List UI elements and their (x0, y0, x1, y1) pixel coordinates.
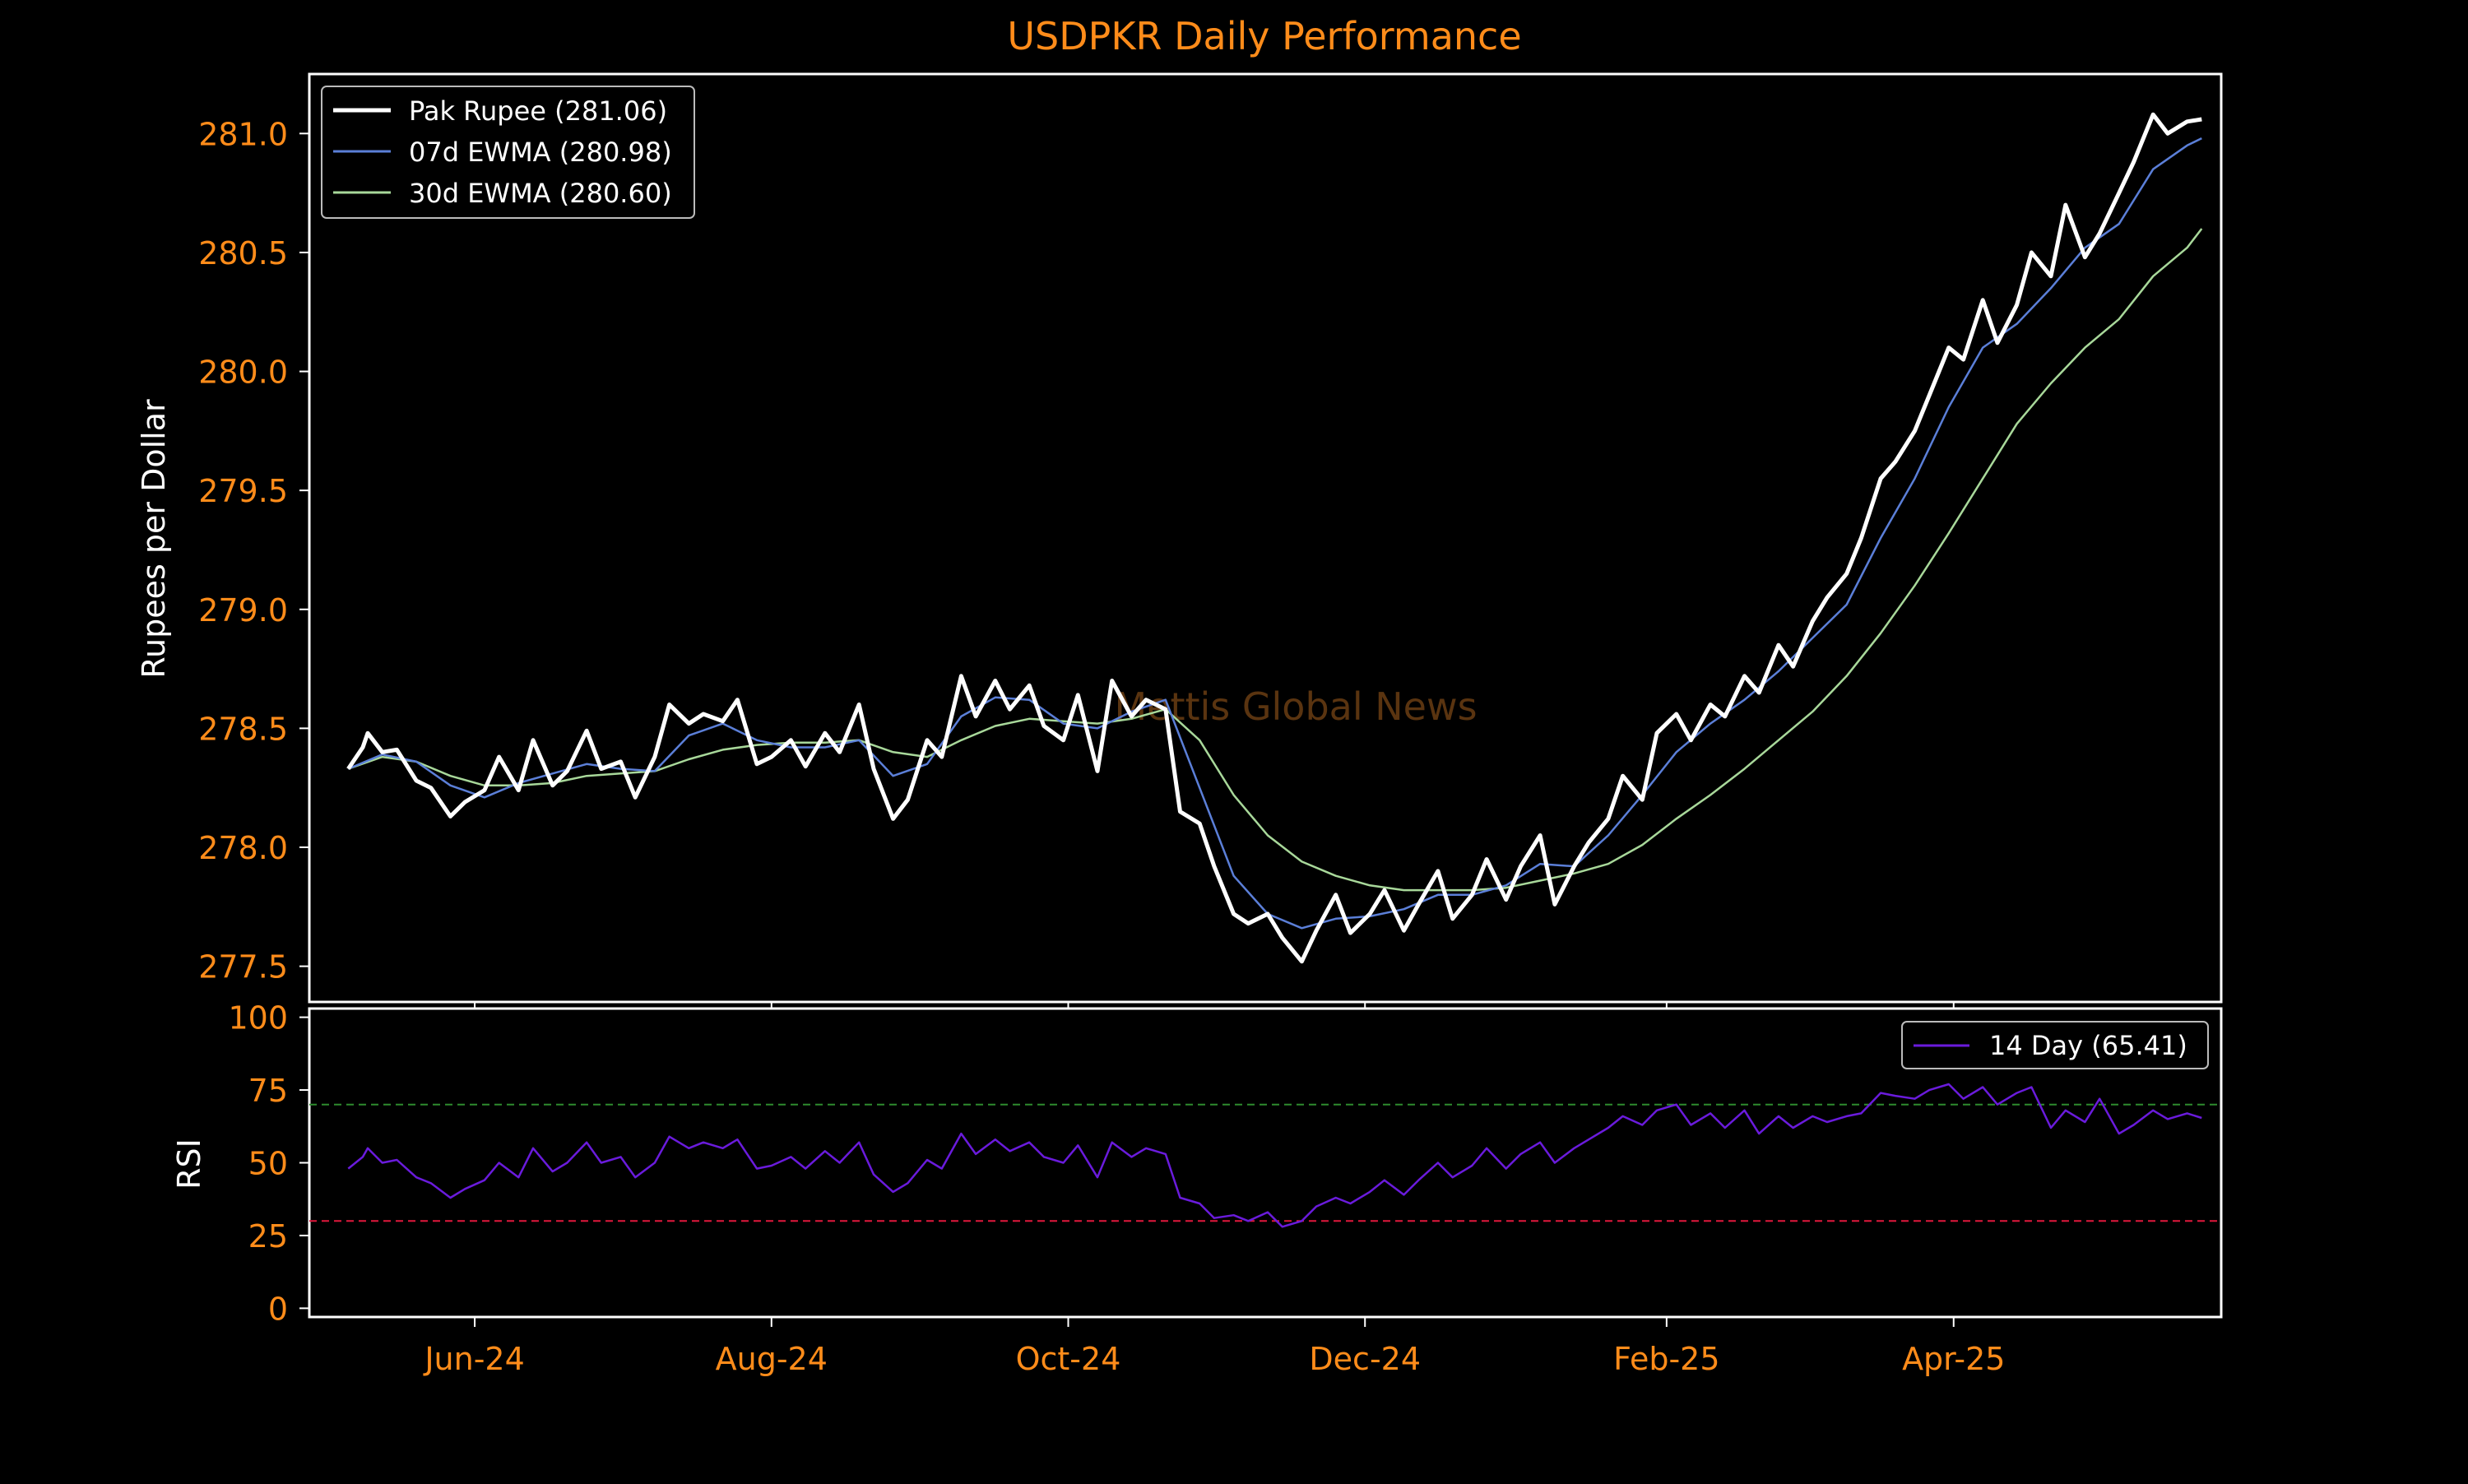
rsi-y-tick-label: 50 (248, 1146, 288, 1182)
price-y-tick-label: 278.0 (198, 830, 288, 866)
price-panel: Mettis Global News 277.5278.0278.5279.02… (136, 72, 2223, 1004)
x-tick-label: Aug-24 (716, 1341, 828, 1377)
series-line-30d-ewma (347, 228, 2203, 892)
x-axis-ticks: Jun-24 Aug-24 Oct-24 Dec-24 Feb-25 Apr-25 (423, 1002, 2005, 1377)
price-y-tick-label: 280.5 (198, 235, 288, 271)
price-y-tick-label: 277.5 (198, 949, 288, 985)
x-tick-label: Jun-24 (423, 1341, 524, 1377)
rsi-reference-lines (309, 1103, 2221, 1222)
price-y-axis-label: Rupees per Dollar (136, 399, 172, 679)
price-plot-area (308, 72, 2223, 1004)
legend-label-pak-rupee: Pak Rupee (281.06) (409, 95, 667, 127)
x-tick-label: Dec-24 (1309, 1341, 1421, 1377)
rsi-legend: 14 Day (65.41) (1901, 1021, 2209, 1069)
price-y-tick-label: 278.5 (198, 711, 288, 747)
rsi-y-axis-ticks: 0 25 50 75 100 (228, 1000, 309, 1327)
price-y-axis-ticks: 277.5 278.0 278.5 279.0 279.5 280.0 280.5 281.0 (198, 116, 309, 985)
chart-title: USDPKR Daily Performance (1007, 14, 1521, 58)
series-line-rsi-14-day (347, 1083, 2202, 1228)
price-y-tick-label: 281.0 (198, 116, 288, 152)
price-legend-box (321, 86, 695, 219)
rsi-y-axis-label: RSI (171, 1139, 207, 1190)
price-y-tick-label: 279.5 (198, 473, 288, 509)
rsi-y-tick-label: 75 (248, 1073, 288, 1109)
price-y-tick-label: 279.0 (198, 592, 288, 628)
legend-label-14-day-rsi: 14 Day (65.41) (1989, 1030, 2187, 1061)
x-tick-label: Oct-24 (1016, 1341, 1121, 1377)
price-series-lines (346, 112, 2203, 964)
series-line-pak-rupee (346, 112, 2202, 964)
rsi-y-tick-label: 100 (228, 1000, 288, 1036)
series-line-07d-ewma (347, 137, 2202, 930)
rsi-panel: 0 25 50 75 100 Jun-24 Aug-24 Oct-24 Dec-24 Feb-2… (171, 1000, 2223, 1377)
rsi-series-lines (347, 1083, 2202, 1228)
legend-label-30d-ewma: 30d EWMA (280.60) (409, 178, 672, 209)
price-legend: Pak Rupee (281.06) 07d EWMA (280.98) 30d… (321, 86, 695, 219)
legend-label-07d-ewma: 07d EWMA (280.98) (409, 137, 672, 168)
rsi-legend-box (1901, 1021, 2209, 1069)
x-tick-label: Apr-25 (1902, 1341, 2005, 1377)
price-y-tick-label: 280.0 (198, 355, 288, 391)
x-tick-label: Feb-25 (1613, 1341, 1719, 1377)
rsi-y-tick-label: 0 (268, 1291, 288, 1327)
rsi-y-tick-label: 25 (248, 1218, 288, 1254)
